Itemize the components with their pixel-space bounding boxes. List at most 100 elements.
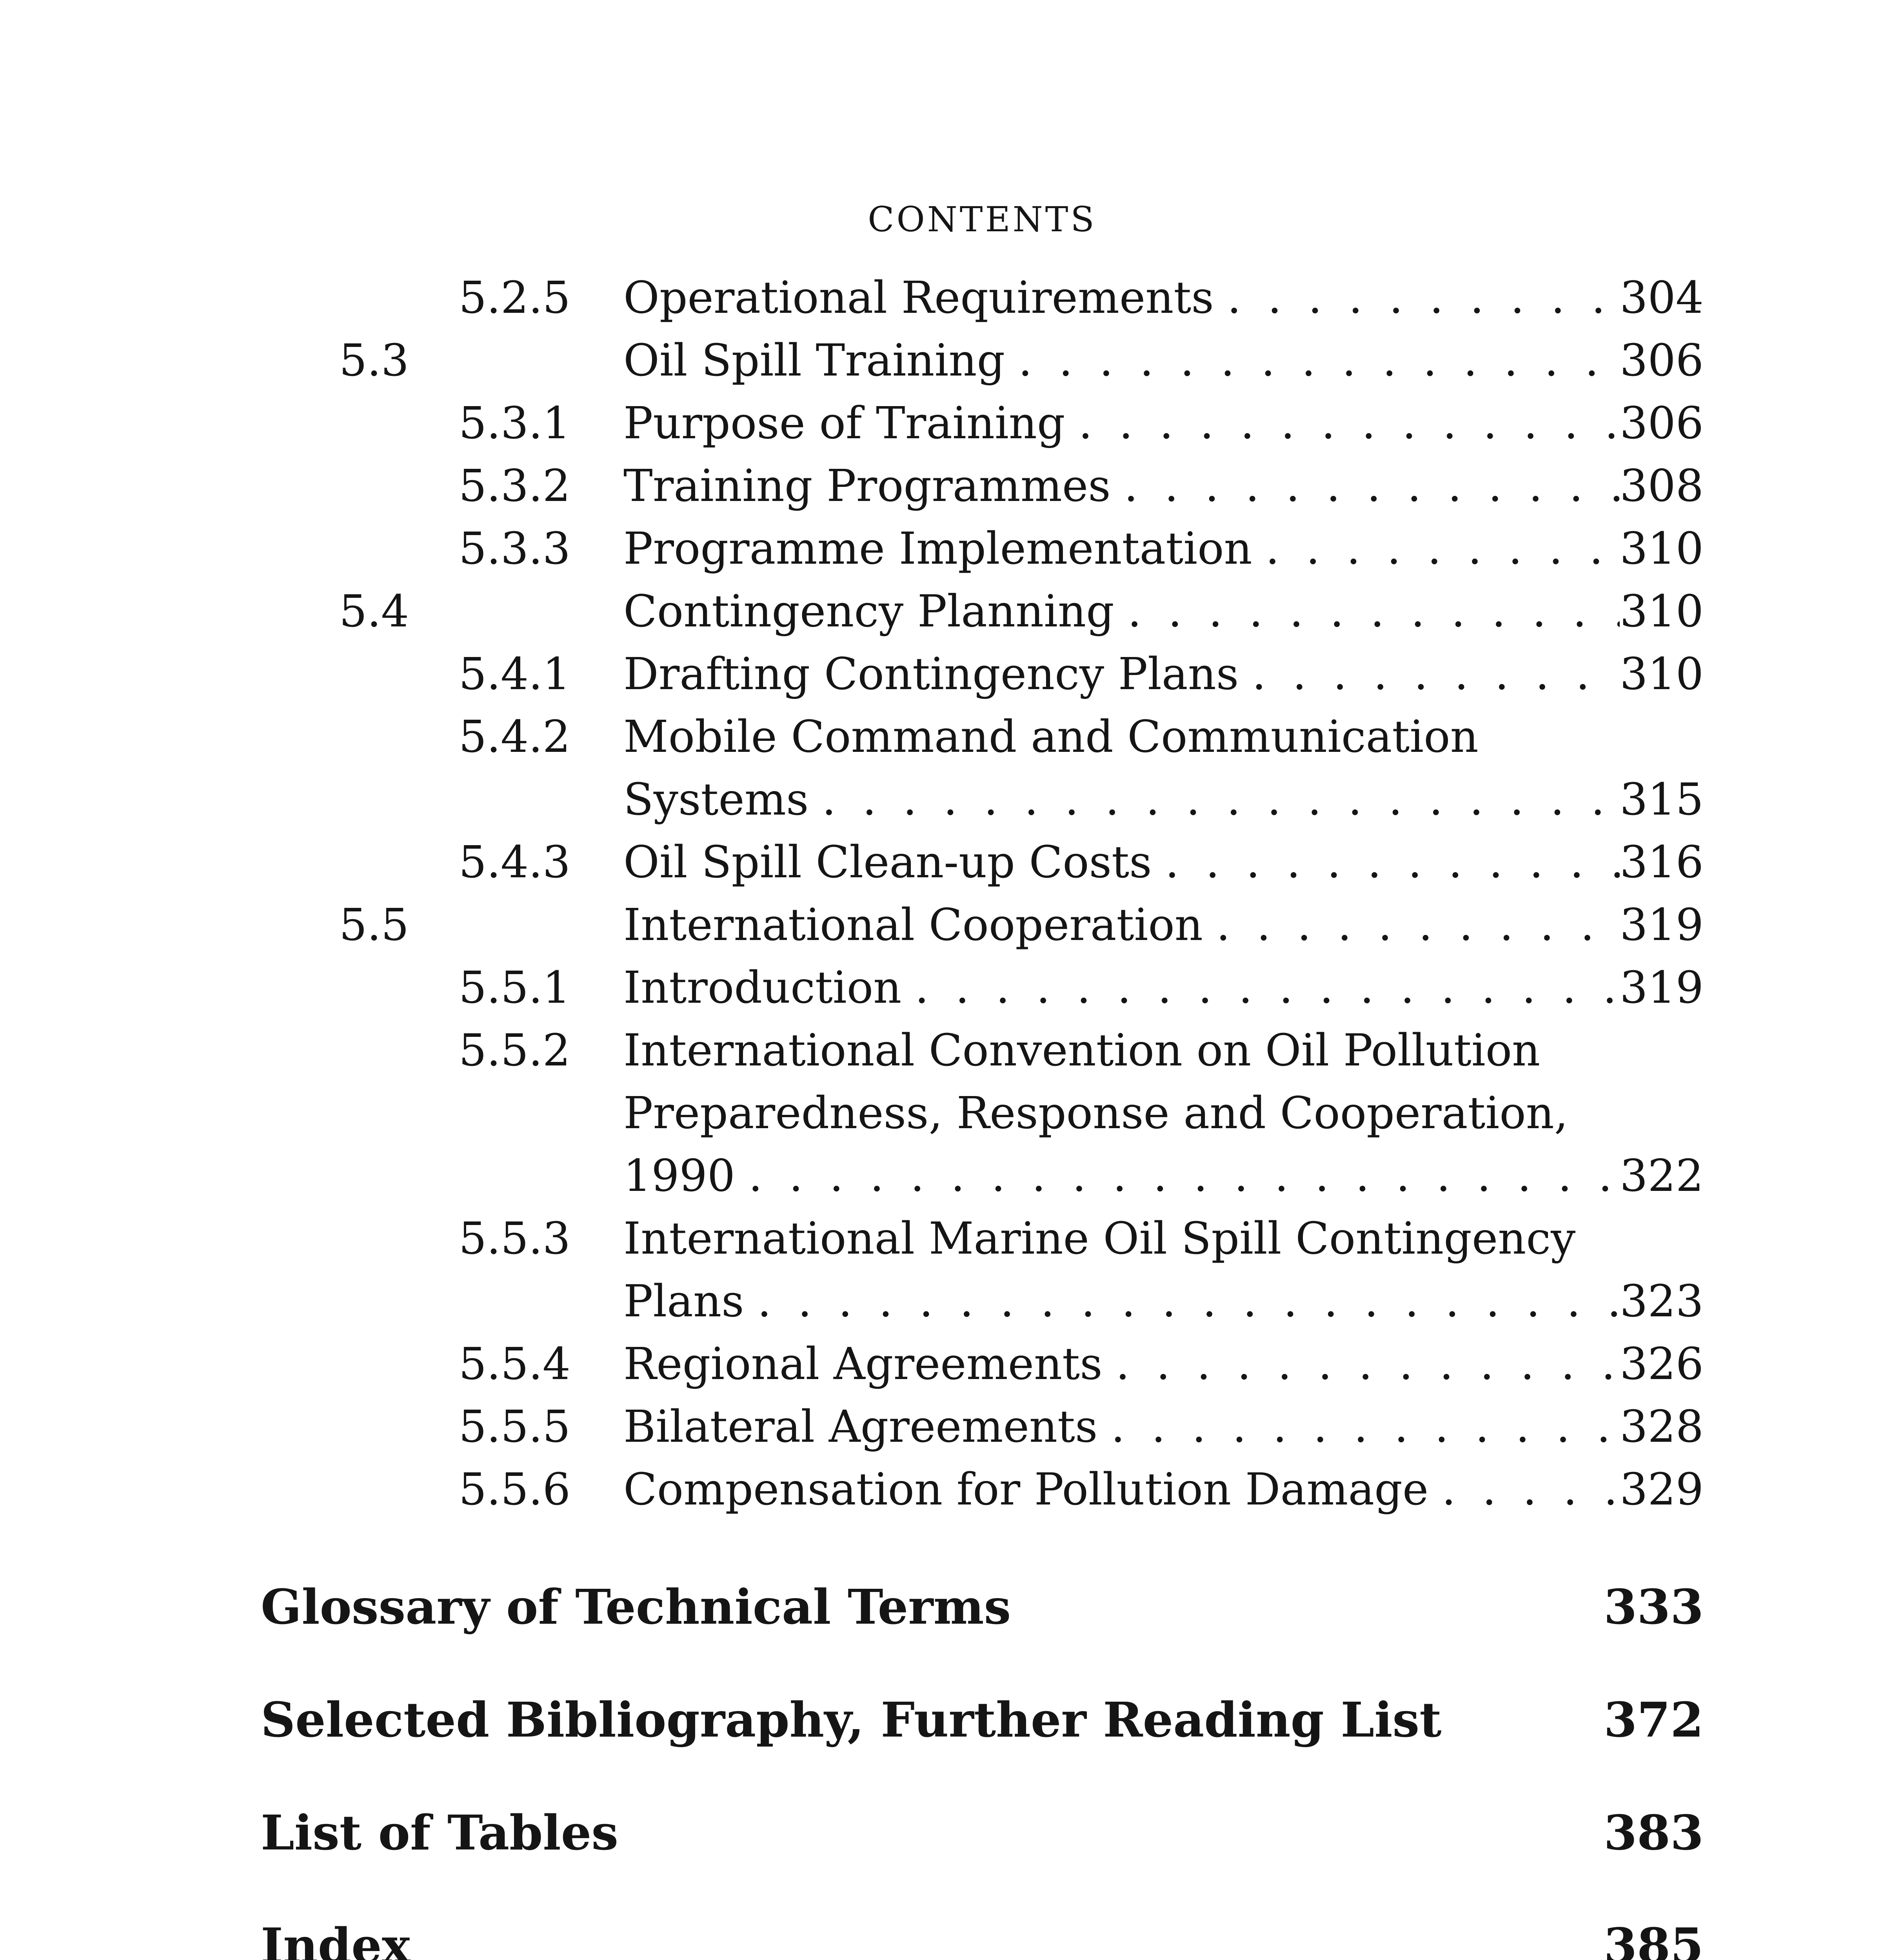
toc-entry-page: 322	[1620, 1151, 1704, 1201]
toc-entry-number: 5.4.2	[459, 711, 570, 762]
back-matter-row: List of Tables 383	[261, 1799, 1704, 1866]
toc-row: Systems . . . . . . . . . . . . . . . . …	[623, 768, 1704, 831]
toc-entry-number: 5.5	[339, 900, 409, 951]
toc-leader-dots: . . . . . . . . . . . . . . . . . . . . …	[1018, 335, 1620, 386]
back-matter-title: List of Tables	[261, 1804, 619, 1861]
toc-leader-dots: . . . . . . . . . . . . . . . . . . . . …	[1078, 398, 1620, 449]
toc-row: 5.4 Contingency Planning . . . . . . . .…	[339, 580, 1704, 643]
back-matter-title: Index	[261, 1917, 411, 1960]
toc-row: 5.5 International Cooperation . . . . . …	[339, 894, 1704, 956]
toc-entry-number: 5.5.4	[459, 1339, 570, 1390]
toc-leader-dots: . . . . . . . . . . . . . . . . . . . . …	[1124, 461, 1620, 512]
toc-entry-page: 306	[1620, 398, 1704, 449]
toc-entry-title: Purpose of Training	[623, 398, 1065, 449]
toc-row: 5.5.3 International Marine Oil Spill Con…	[459, 1207, 1704, 1270]
toc-row: Preparedness, Response and Cooperation,	[623, 1082, 1704, 1145]
page-title: CONTENTS	[868, 199, 1097, 240]
toc-leader-dots: . . . . . . . . . . . . . . . . . . . . …	[1216, 900, 1620, 951]
toc-entry-number: 5.4.1	[459, 649, 570, 700]
toc-entry-title: Operational Requirements	[623, 272, 1214, 323]
toc-row: 5.3.1 Purpose of Training . . . . . . . …	[459, 392, 1704, 455]
toc-entry-title: Regional Agreements	[623, 1339, 1103, 1390]
toc-entry-title: International Cooperation	[623, 900, 1203, 951]
toc-entry-title: Training Programmes	[623, 461, 1111, 512]
back-matter-row: Selected Bibliography, Further Reading L…	[261, 1686, 1704, 1753]
toc-leader-dots: . . . . . . . . . . . . . . . . . . . . …	[1111, 1401, 1620, 1452]
toc-row: 5.5.6 Compensation for Pollution Damage …	[459, 1458, 1704, 1521]
toc-entry-page: 306	[1620, 335, 1704, 386]
toc-entry-title: Bilateral Agreements	[623, 1401, 1098, 1452]
toc-entry-page: 319	[1620, 962, 1704, 1013]
toc-entry-title: Preparedness, Response and Cooperation,	[623, 1088, 1568, 1139]
toc-entry-number: 5.5.5	[459, 1401, 570, 1452]
toc-entry-page: 326	[1620, 1339, 1704, 1390]
toc-entry-page: 315	[1620, 774, 1704, 825]
toc-entry-title: Oil Spill Training	[623, 335, 1005, 386]
back-matter-list: Glossary of Technical Terms 333 Selected…	[261, 1573, 1704, 1960]
back-matter-page: 372	[1604, 1691, 1704, 1748]
toc-entry-page: 308	[1620, 461, 1704, 512]
toc-leader-dots: . . . . . . . . . . . . . . . . . . . . …	[1442, 1464, 1620, 1515]
toc-entry-number: 5.5.2	[459, 1025, 570, 1076]
back-matter-title: Glossary of Technical Terms	[261, 1579, 1011, 1635]
toc-entry-title: Contingency Planning	[623, 586, 1114, 637]
toc-row: 5.4.3 Oil Spill Clean-up Costs . . . . .…	[459, 831, 1704, 894]
toc-row: 5.3 Oil Spill Training . . . . . . . . .…	[339, 329, 1704, 392]
toc-entry-title: International Marine Oil Spill Contingen…	[623, 1213, 1576, 1264]
back-matter-page: 333	[1604, 1579, 1704, 1635]
back-matter-page: 383	[1604, 1804, 1704, 1861]
toc-entry-title: Systems	[623, 774, 809, 825]
toc-leader-dots: . . . . . . . . . . . . . . . . . . . . …	[915, 962, 1620, 1013]
toc-row: 5.2.5 Operational Requirements . . . . .…	[459, 267, 1704, 329]
toc-entry-title: Introduction	[623, 962, 902, 1013]
toc-entry-number: 5.2.5	[459, 272, 570, 323]
text-block: CONTENTS 5.2.5 Operational Requirements …	[261, 0, 1704, 1960]
toc-row: 5.5.2 International Convention on Oil Po…	[459, 1019, 1704, 1082]
toc-entry-page: 310	[1620, 649, 1704, 700]
toc-leader-dots: . . . . . . . . . . . . . . . . . . . . …	[1115, 1339, 1620, 1390]
toc-entry-number: 5.3.1	[459, 398, 570, 449]
toc-entry-page: 304	[1620, 272, 1704, 323]
toc-entry-title: 1990	[623, 1151, 736, 1201]
toc-leader-dots: . . . . . . . . . . . . . . . . . . . . …	[1165, 837, 1620, 888]
toc-entry-title: Plans	[623, 1276, 744, 1327]
toc-entry-title: Oil Spill Clean-up Costs	[623, 837, 1152, 888]
toc-entry-number: 5.3.2	[459, 461, 570, 512]
toc-entry-number: 5.4	[339, 586, 409, 637]
toc-entry-title: Mobile Command and Communication	[623, 711, 1479, 762]
toc-entry-title: Compensation for Pollution Damage	[623, 1464, 1429, 1515]
toc-entry-page: 310	[1620, 523, 1704, 574]
toc-list: 5.2.5 Operational Requirements . . . . .…	[261, 267, 1704, 1521]
toc-leader-dots: . . . . . . . . . . . . . . . . . . . . …	[748, 1151, 1620, 1201]
toc-entry-number: 5.4.3	[459, 837, 570, 888]
back-matter-row: Index 385	[261, 1912, 1704, 1960]
toc-entry-page: 329	[1620, 1464, 1704, 1515]
toc-row: 5.3.3 Programme Implementation . . . . .…	[459, 517, 1704, 580]
toc-entry-title: Programme Implementation	[623, 523, 1252, 574]
toc-leader-dots: . . . . . . . . . . . . . . . . . . . . …	[1127, 586, 1620, 637]
toc-row: 1990 . . . . . . . . . . . . . . . . . .…	[623, 1145, 1704, 1207]
toc-leader-dots: . . . . . . . . . . . . . . . . . . . . …	[1252, 649, 1620, 700]
toc-row: 5.5.4 Regional Agreements . . . . . . . …	[459, 1333, 1704, 1396]
toc-row: 5.4.1 Drafting Contingency Plans . . . .…	[459, 643, 1704, 706]
toc-entry-page: 323	[1620, 1276, 1704, 1327]
toc-row: 5.3.2 Training Programmes . . . . . . . …	[459, 455, 1704, 517]
back-matter-page: 385	[1604, 1917, 1704, 1960]
toc-entry-number: 5.3.3	[459, 523, 570, 574]
toc-entry-number: 5.5.3	[459, 1213, 570, 1264]
toc-leader-dots: . . . . . . . . . . . . . . . . . . . . …	[1227, 272, 1620, 323]
toc-entry-page: 316	[1620, 837, 1704, 888]
toc-entry-number: 5.3	[339, 335, 409, 386]
toc-entry-title: Drafting Contingency Plans	[623, 649, 1239, 700]
toc-entry-number: 5.5.1	[459, 962, 570, 1013]
toc-entry-page: 310	[1620, 586, 1704, 637]
toc-entry-page: 328	[1620, 1401, 1704, 1452]
toc-row: 5.4.2 Mobile Command and Communication	[459, 706, 1704, 768]
toc-row: 5.5.5 Bilateral Agreements . . . . . . .…	[459, 1396, 1704, 1458]
toc-row: Plans . . . . . . . . . . . . . . . . . …	[623, 1270, 1704, 1333]
toc-entry-number: 5.5.6	[459, 1464, 570, 1515]
toc-row: 5.5.1 Introduction . . . . . . . . . . .…	[459, 956, 1704, 1019]
toc-entry-page: 319	[1620, 900, 1704, 951]
toc-entry-title: International Convention on Oil Pollutio…	[623, 1025, 1540, 1076]
